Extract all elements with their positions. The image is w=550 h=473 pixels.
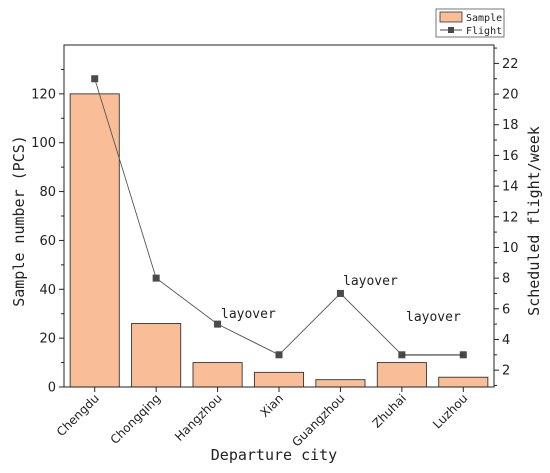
legend: Sample Flight	[435, 8, 505, 38]
x-tick-label-xian: Xian	[257, 391, 286, 420]
legend-label-sample: Sample	[466, 13, 502, 24]
flight-point-zhuhai	[398, 351, 406, 359]
y-left-tick-label: 20	[39, 332, 56, 347]
flight-point-chengdu	[91, 75, 99, 83]
flight-point-hangzhou	[214, 320, 222, 328]
y-left-tick-label: 80	[39, 185, 56, 200]
legend-swatch-sample	[439, 11, 463, 23]
x-tick-label-guangzhou: Guangzhou	[289, 391, 347, 449]
legend-label-flight: Flight	[466, 26, 502, 37]
flight-line-series	[91, 75, 467, 359]
bar-chongqing	[131, 323, 182, 388]
y-right-tick-label: 10	[502, 241, 519, 256]
flight-point-chongqing	[152, 274, 160, 282]
bar-series	[69, 93, 489, 388]
legend-marker-flight	[448, 27, 454, 33]
y-right-tick-label: 18	[502, 118, 519, 133]
y-right-tick-label: 20	[502, 88, 519, 103]
bar-xian	[253, 371, 305, 388]
y-left-tick-label: 60	[39, 234, 56, 249]
y-right-tick-label: 14	[502, 180, 519, 195]
y-axis-label-right: Scheduled flight/week	[525, 126, 543, 316]
x-tick-label-chongqing: Chongqing	[108, 391, 164, 447]
bar-luzhou	[438, 376, 489, 388]
plot-frame	[63, 44, 495, 388]
flight-point-xian	[275, 351, 283, 359]
flight-point-guangzhou	[336, 289, 344, 297]
y-right-tick-label: 12	[502, 210, 519, 225]
bar-hangzhou	[192, 362, 243, 388]
y-right-tick-label: 8	[502, 272, 510, 287]
y-right-tick-label: 6	[502, 302, 510, 317]
y-right-tick-label: 16	[502, 149, 519, 164]
x-axis-label: Departure city	[211, 446, 337, 464]
y-right-tick-label: 2	[502, 364, 510, 379]
flight-point-luzhou	[459, 351, 467, 359]
annotation-zhuhai: layover	[406, 310, 461, 325]
annotation-guangzhou: layover	[343, 274, 398, 289]
x-tick-label-luzhou: Luzhou	[430, 391, 470, 431]
y-left-tick-label: 100	[31, 136, 56, 151]
bar-guangzhou	[315, 379, 366, 388]
y-right-tick-label: 22	[502, 57, 519, 72]
x-tick-label-hangzhou: Hangzhou	[172, 391, 225, 444]
bar-zhuhai	[376, 362, 427, 388]
annotations: layover layover layover	[221, 274, 463, 356]
y-left-tick-label: 0	[48, 381, 56, 396]
y-axis-label-left: Sample number (PCS)	[10, 135, 28, 307]
annotation-hangzhou: layover	[221, 307, 276, 322]
x-tick-label-chengdu: Chengdu	[54, 391, 102, 439]
bar-chengdu	[69, 93, 120, 388]
x-tick-label-zhuhai: Zhuhai	[370, 391, 409, 430]
y-left-tick-label: 40	[39, 283, 56, 298]
y-left-tick-label: 120	[31, 87, 56, 102]
y-right-tick-label: 4	[502, 333, 510, 348]
